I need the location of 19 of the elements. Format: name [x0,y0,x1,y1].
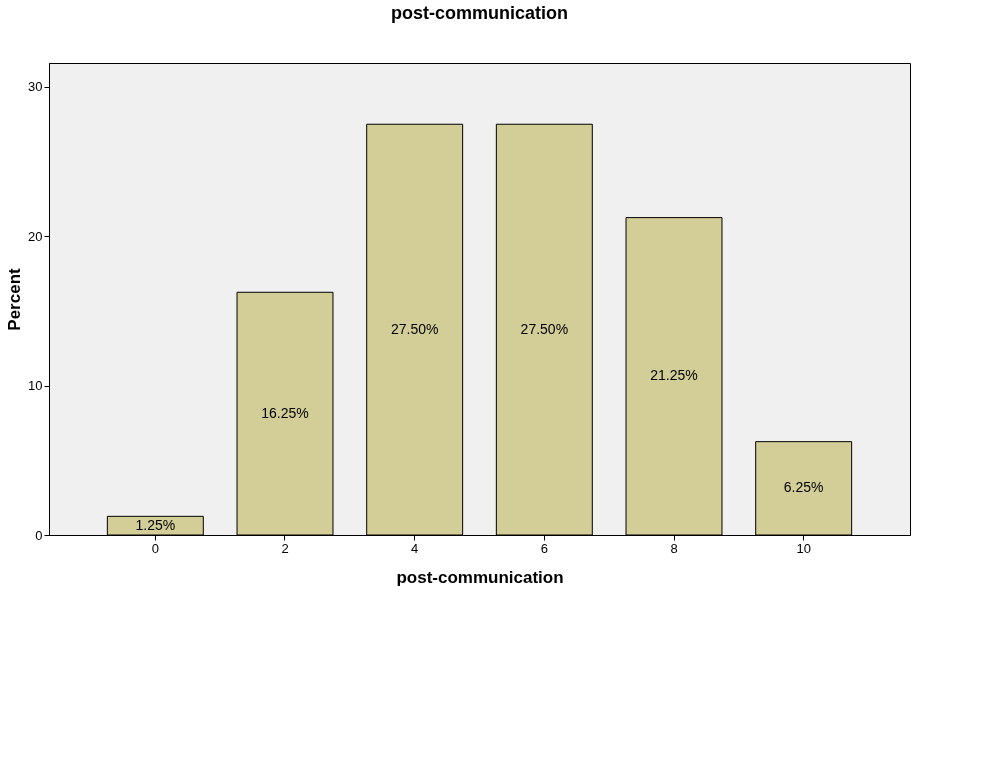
data-label: 6.25% [783,479,824,496]
y-tick-label: 20 [28,228,43,244]
data-label: 21.25% [650,367,698,384]
x-axis-title: post-communication [396,567,564,587]
data-label: 1.25% [135,516,176,533]
y-tick-label: 30 [28,79,43,95]
y-tick-label: 10 [28,378,43,394]
x-tick-label: 10 [796,540,811,556]
y-axis-title: Percent [5,267,25,331]
x-tick-label: 4 [411,540,419,556]
data-label: 27.50% [520,320,569,337]
data-label: 16.25% [261,404,309,421]
x-tick-label: 6 [540,540,548,556]
chart-title: post-communication [390,3,569,23]
y-tick-label: 0 [35,527,43,543]
x-tick-label: 2 [281,540,289,556]
data-label: 27.50% [390,320,439,337]
x-tick-label: 0 [151,540,159,556]
x-tick-label: 8 [670,540,678,556]
